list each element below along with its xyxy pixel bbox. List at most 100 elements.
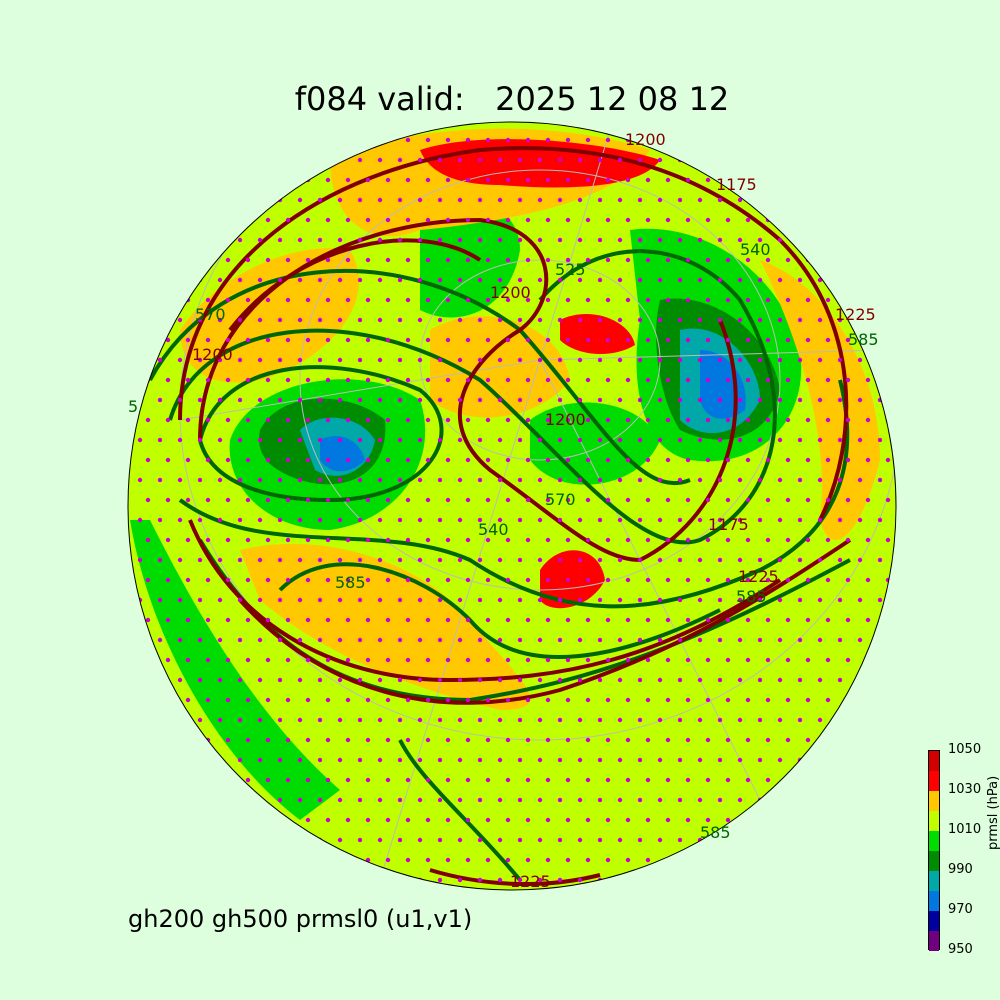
wind-dot [545, 537, 551, 543]
wind-dot [777, 277, 783, 283]
wind-dot [545, 297, 551, 303]
wind-dot [397, 157, 403, 163]
wind-dot [717, 157, 723, 163]
wind-dot [277, 797, 283, 803]
wind-dot [185, 377, 191, 383]
wind-dot [177, 517, 183, 523]
wind-dot [817, 677, 823, 683]
wind-dot [405, 337, 411, 343]
wind-dot [365, 137, 371, 143]
wind-dot [557, 877, 563, 883]
wind-dot [805, 737, 811, 743]
wind-dot [425, 177, 431, 183]
wind-dot [577, 757, 583, 763]
wind-dot [165, 457, 171, 463]
wind-dot [377, 517, 383, 523]
wind-dot [465, 457, 471, 463]
colorbar-segment [929, 831, 939, 851]
wind-dot [565, 857, 571, 863]
wind-dot [737, 637, 743, 643]
wind-dot [245, 417, 251, 423]
wind-dot [705, 617, 711, 623]
wind-dot [525, 777, 531, 783]
wind-dot [565, 217, 571, 223]
wind-dot [785, 177, 791, 183]
wind-dot [265, 497, 271, 503]
wind-dot [665, 777, 671, 783]
wind-dot [445, 697, 451, 703]
wind-dot [657, 437, 663, 443]
wind-dot [285, 777, 291, 783]
wind-dot [657, 677, 663, 683]
wind-dot [197, 717, 203, 723]
wind-dot [145, 137, 151, 143]
wind-dot [365, 617, 371, 623]
wind-dot [445, 737, 451, 743]
wind-dot [417, 637, 423, 643]
gh500-label: 570 [545, 490, 576, 509]
wind-dot [377, 397, 383, 403]
wind-dot [477, 597, 483, 603]
wind-dot [677, 877, 683, 883]
wind-dot [137, 477, 143, 483]
wind-dot [365, 457, 371, 463]
wind-dot [477, 517, 483, 523]
wind-dot [865, 617, 871, 623]
wind-dot [717, 237, 723, 243]
wind-dot [445, 777, 451, 783]
wind-dot [357, 237, 363, 243]
wind-dot [797, 397, 803, 403]
wind-dot [405, 817, 411, 823]
wind-dot [697, 357, 703, 363]
wind-dot [165, 337, 171, 343]
wind-dot [257, 877, 263, 883]
wind-dot [277, 877, 283, 883]
wind-dot [225, 417, 231, 423]
wind-dot [677, 797, 683, 803]
wind-dot [177, 277, 183, 283]
wind-dot [305, 817, 311, 823]
wind-dot [345, 337, 351, 343]
wind-dot [825, 177, 831, 183]
wind-dot [705, 217, 711, 223]
wind-dot [445, 617, 451, 623]
gh500-label: 570 [195, 305, 226, 324]
chart-title: f084 valid: 2025 12 08 12 [294, 80, 730, 118]
wind-dot [785, 537, 791, 543]
wind-dot [585, 497, 591, 503]
wind-dot [217, 397, 223, 403]
wind-dot [797, 517, 803, 523]
wind-dot [677, 557, 683, 563]
wind-dot [417, 557, 423, 563]
wind-dot [665, 537, 671, 543]
wind-dot [137, 437, 143, 443]
wind-dot [605, 217, 611, 223]
wind-dot [457, 157, 463, 163]
wind-dot [845, 697, 851, 703]
wind-dot [517, 357, 523, 363]
wind-dot [837, 797, 843, 803]
wind-dot [725, 817, 731, 823]
wind-dot [237, 637, 243, 643]
colorbar-segment [929, 771, 939, 791]
wind-dot [657, 157, 663, 163]
wind-dot [165, 577, 171, 583]
wind-dot [625, 857, 631, 863]
wind-dot [385, 497, 391, 503]
wind-dot [705, 377, 711, 383]
wind-dot [185, 777, 191, 783]
wind-dot [665, 857, 671, 863]
wind-dot [625, 217, 631, 223]
wind-dot [225, 817, 231, 823]
wind-dot [145, 417, 151, 423]
wind-dot [437, 677, 443, 683]
wind-dot [277, 637, 283, 643]
wind-dot [197, 757, 203, 763]
wind-dot [145, 297, 151, 303]
wind-dot [865, 497, 871, 503]
wind-dot [705, 137, 711, 143]
wind-dot [545, 337, 551, 343]
wind-dot [645, 177, 651, 183]
wind-dot [645, 377, 651, 383]
wind-dot [857, 557, 863, 563]
